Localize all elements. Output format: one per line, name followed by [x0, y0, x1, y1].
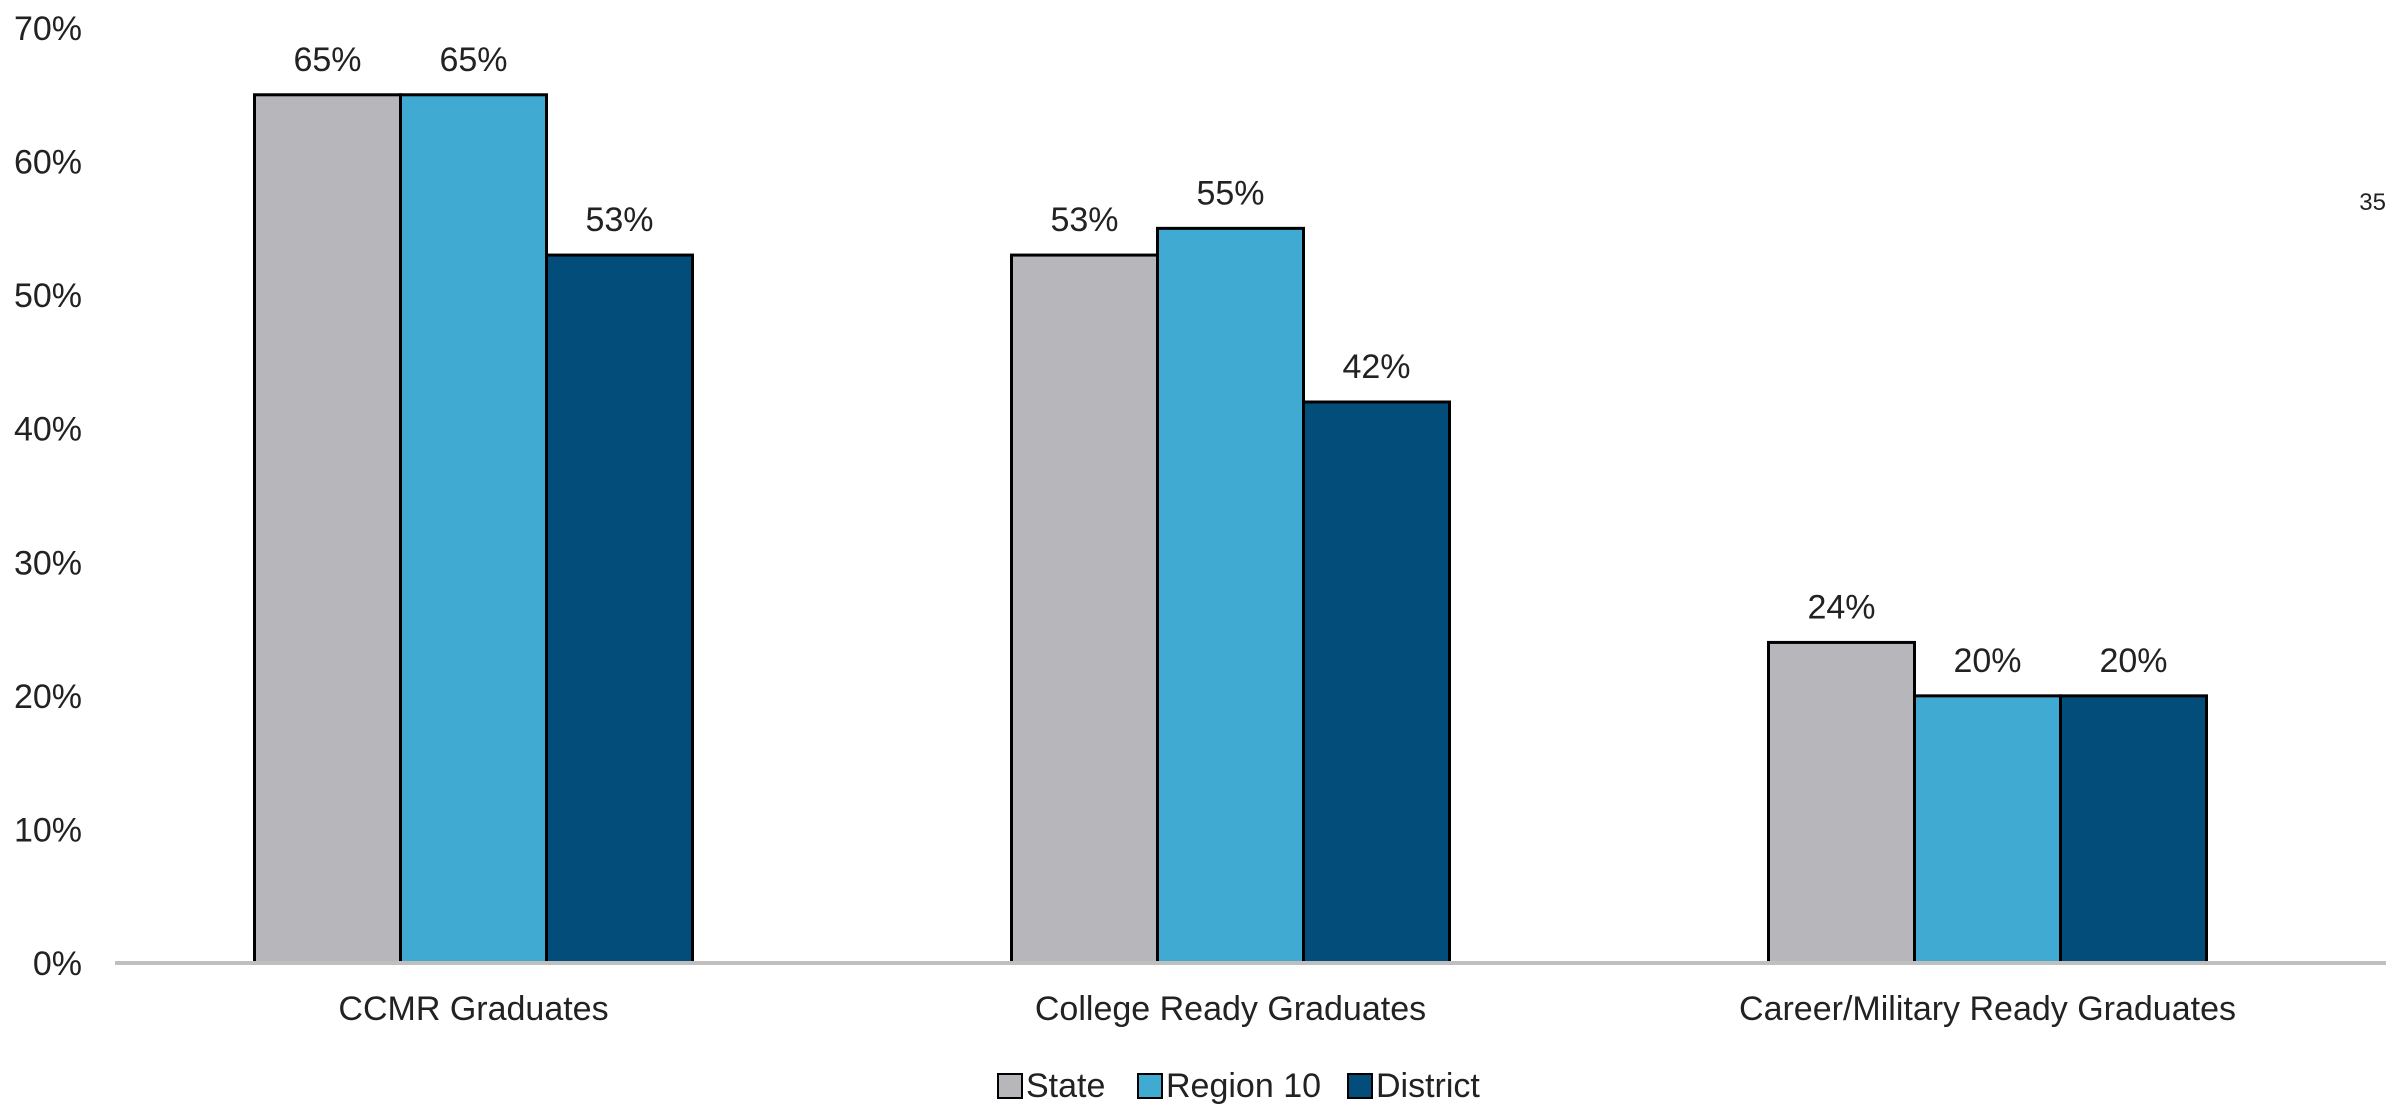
data-label: 53% — [585, 201, 653, 239]
legend-label: State — [1026, 1067, 1105, 1104]
page-number: 35 — [2359, 189, 2386, 216]
bar — [253, 93, 402, 965]
bar — [1913, 694, 2062, 965]
bar — [1156, 226, 1305, 965]
y-tick-label: 60% — [14, 144, 82, 182]
data-label: 65% — [439, 41, 507, 79]
y-tick-label: 10% — [14, 811, 82, 849]
data-label: 55% — [1196, 174, 1264, 212]
bar-group — [253, 93, 2208, 965]
data-label: 20% — [2099, 642, 2167, 680]
bar — [2059, 694, 2208, 965]
legend: State Region 10 District — [997, 1067, 1480, 1104]
bar — [1302, 400, 1451, 965]
data-label: 20% — [1953, 642, 2021, 680]
legend-swatch — [997, 1073, 1023, 1099]
bar — [1010, 253, 1159, 965]
y-tick-label: 20% — [14, 678, 82, 716]
y-tick-label: 70% — [14, 10, 82, 48]
data-label: 42% — [1342, 348, 1410, 386]
bar — [545, 253, 694, 965]
y-tick-label: 0% — [33, 945, 82, 983]
y-tick-label: 50% — [14, 277, 82, 315]
legend-swatch — [1137, 1073, 1163, 1099]
category-label: CCMR Graduates — [338, 990, 608, 1028]
category-labels: CCMR Graduates College Ready Graduates Car… — [338, 990, 2236, 1028]
category-label: Career/Military Ready Graduates — [1739, 990, 2236, 1028]
bar — [1767, 640, 1916, 965]
category-label: College Ready Graduates — [1035, 990, 1426, 1028]
y-axis-ticks: 0% 10% 20% 30% 40% 50% 60% 70% — [14, 10, 82, 983]
data-labels: 65% 65% 53% 53% 55% 42% 24% 20% 20% — [293, 41, 2167, 680]
y-tick-label: 40% — [14, 411, 82, 449]
legend-label: Region 10 — [1166, 1067, 1321, 1104]
legend-swatch — [1347, 1073, 1373, 1099]
y-tick-label: 30% — [14, 544, 82, 582]
bar — [399, 93, 548, 965]
legend-label: District — [1376, 1067, 1480, 1104]
data-label: 24% — [1807, 588, 1875, 626]
data-label: 53% — [1050, 201, 1118, 239]
data-label: 65% — [293, 41, 361, 79]
